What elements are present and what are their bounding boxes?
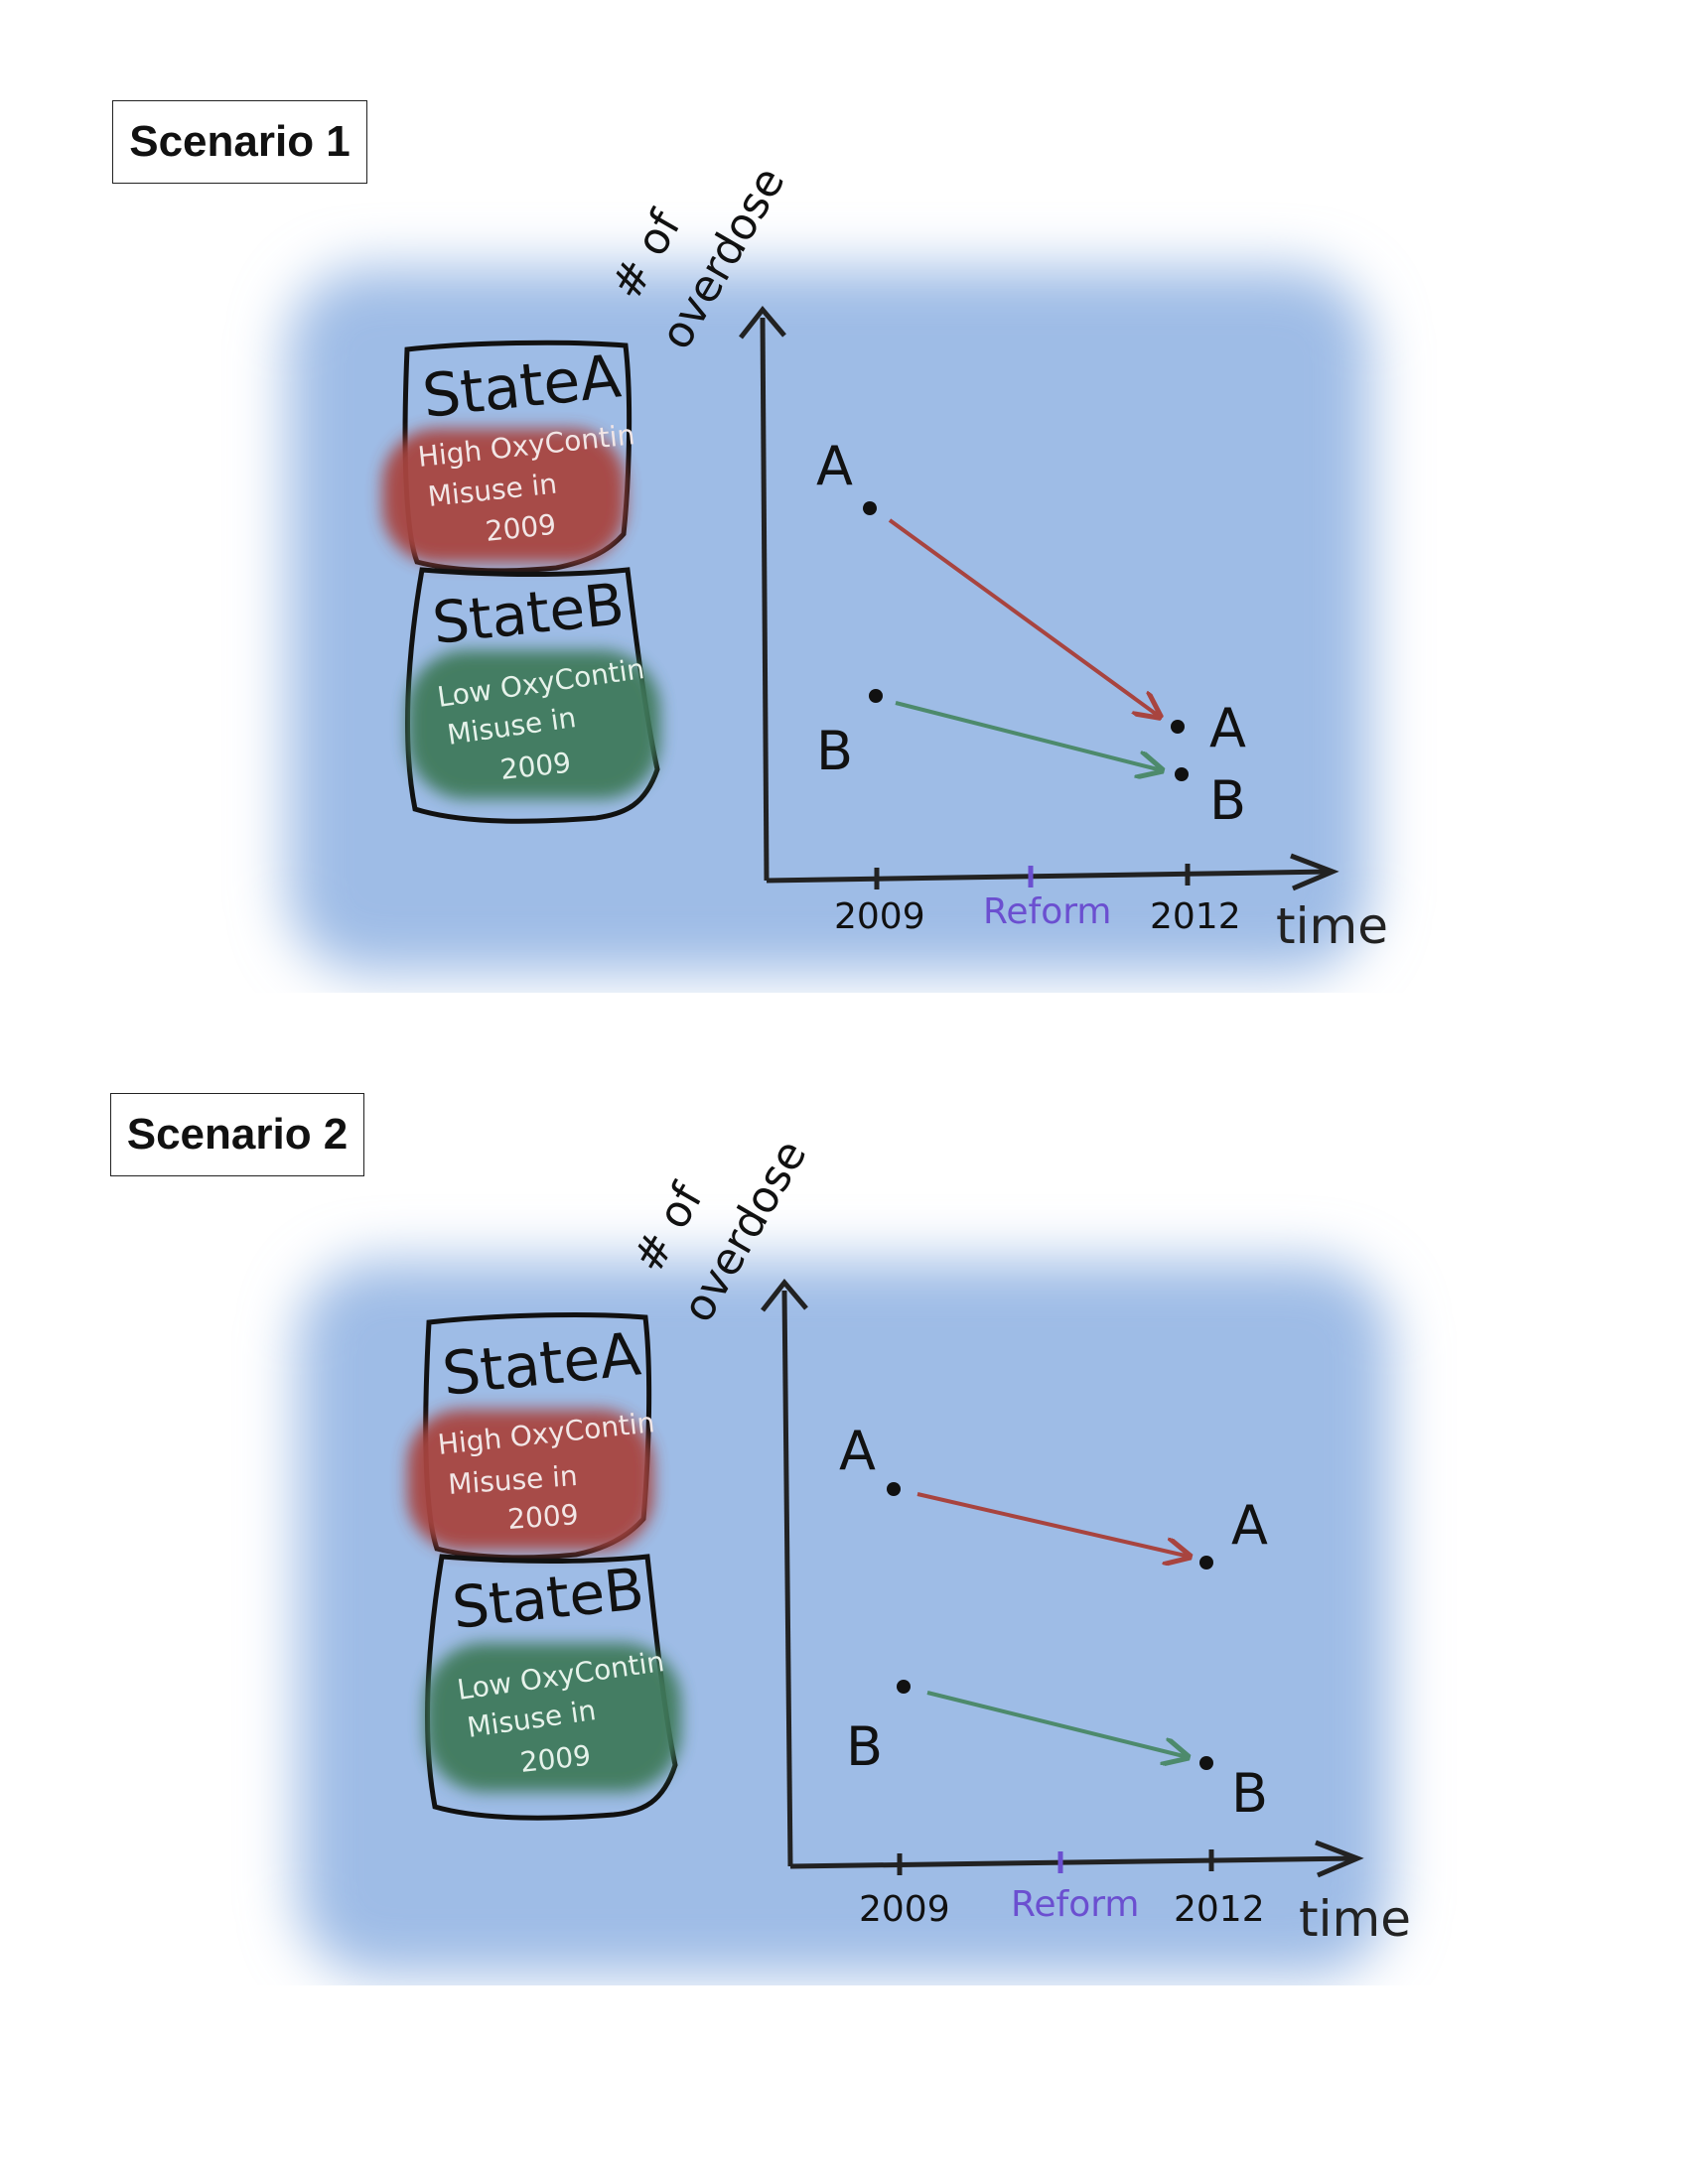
point-a-start — [863, 501, 877, 515]
state-b-blob — [407, 650, 660, 799]
x-axis-label: time — [1299, 1890, 1411, 1948]
state-b-desc-3: 2009 — [498, 747, 572, 786]
point-a-end — [1199, 1556, 1213, 1570]
state-b-box — [425, 1554, 678, 1821]
tick-label-reform: Reform — [1011, 1884, 1139, 1925]
state-a-blob — [382, 429, 626, 563]
scenario-1-diagram: StateA High OxyContin Misuse in 2009 Sta… — [288, 159, 1388, 973]
point-b-end-label: B — [1231, 1762, 1268, 1825]
point-a-start-label: A — [839, 1420, 876, 1482]
state-stack — [407, 1312, 681, 1821]
axes — [761, 1279, 1364, 1878]
scenario-2-label: Scenario 2 — [110, 1093, 364, 1176]
scenario-2-diagram: StateA High OxyContin Misuse in 2009 Sta… — [298, 1132, 1411, 1976]
y-axis-arrowhead — [739, 306, 786, 340]
tick-label-2012: 2012 — [1150, 896, 1241, 937]
point-b-end-label: B — [1209, 769, 1246, 832]
x-axis — [789, 1855, 1356, 1869]
point-b-start — [897, 1680, 911, 1694]
arrow-a — [888, 518, 1160, 717]
y-axis — [781, 1290, 793, 1867]
tick-label-2009: 2009 — [859, 1889, 950, 1930]
point-a-end — [1171, 720, 1185, 734]
point-a-end-label: A — [1209, 697, 1246, 759]
point-b-end — [1199, 1756, 1213, 1770]
arrow-a — [916, 1492, 1190, 1557]
x-axis-label: time — [1276, 897, 1388, 955]
point-a-start — [887, 1482, 901, 1496]
state-a-desc-3: 2009 — [506, 1498, 579, 1536]
arrow-b — [926, 1691, 1188, 1757]
state-b-box — [405, 567, 660, 824]
point-b-start-label: B — [816, 720, 853, 782]
axes — [739, 306, 1339, 891]
state-a-desc-3: 2009 — [484, 508, 557, 548]
x-axis — [766, 869, 1332, 884]
x-axis-arrowhead — [1315, 1840, 1364, 1878]
point-b-start — [869, 689, 883, 703]
tick-label-reform: Reform — [983, 891, 1111, 932]
y-axis — [760, 317, 770, 882]
point-b-end — [1175, 767, 1189, 781]
tick-label-2012: 2012 — [1174, 1889, 1265, 1930]
scenario-1-label: Scenario 1 — [112, 100, 367, 184]
point-b-start-label: B — [846, 1715, 883, 1778]
state-stack — [382, 340, 660, 824]
state-a-blob — [407, 1410, 653, 1551]
y-axis-arrowhead — [761, 1279, 808, 1312]
point-a-start-label: A — [816, 435, 853, 497]
tick-label-2009: 2009 — [834, 896, 925, 937]
arrow-b — [895, 701, 1162, 770]
point-a-end-label: A — [1231, 1494, 1268, 1557]
x-axis-arrowhead — [1290, 853, 1339, 891]
state-b-blob — [425, 1643, 681, 1792]
state-b-desc-3: 2009 — [518, 1739, 592, 1779]
